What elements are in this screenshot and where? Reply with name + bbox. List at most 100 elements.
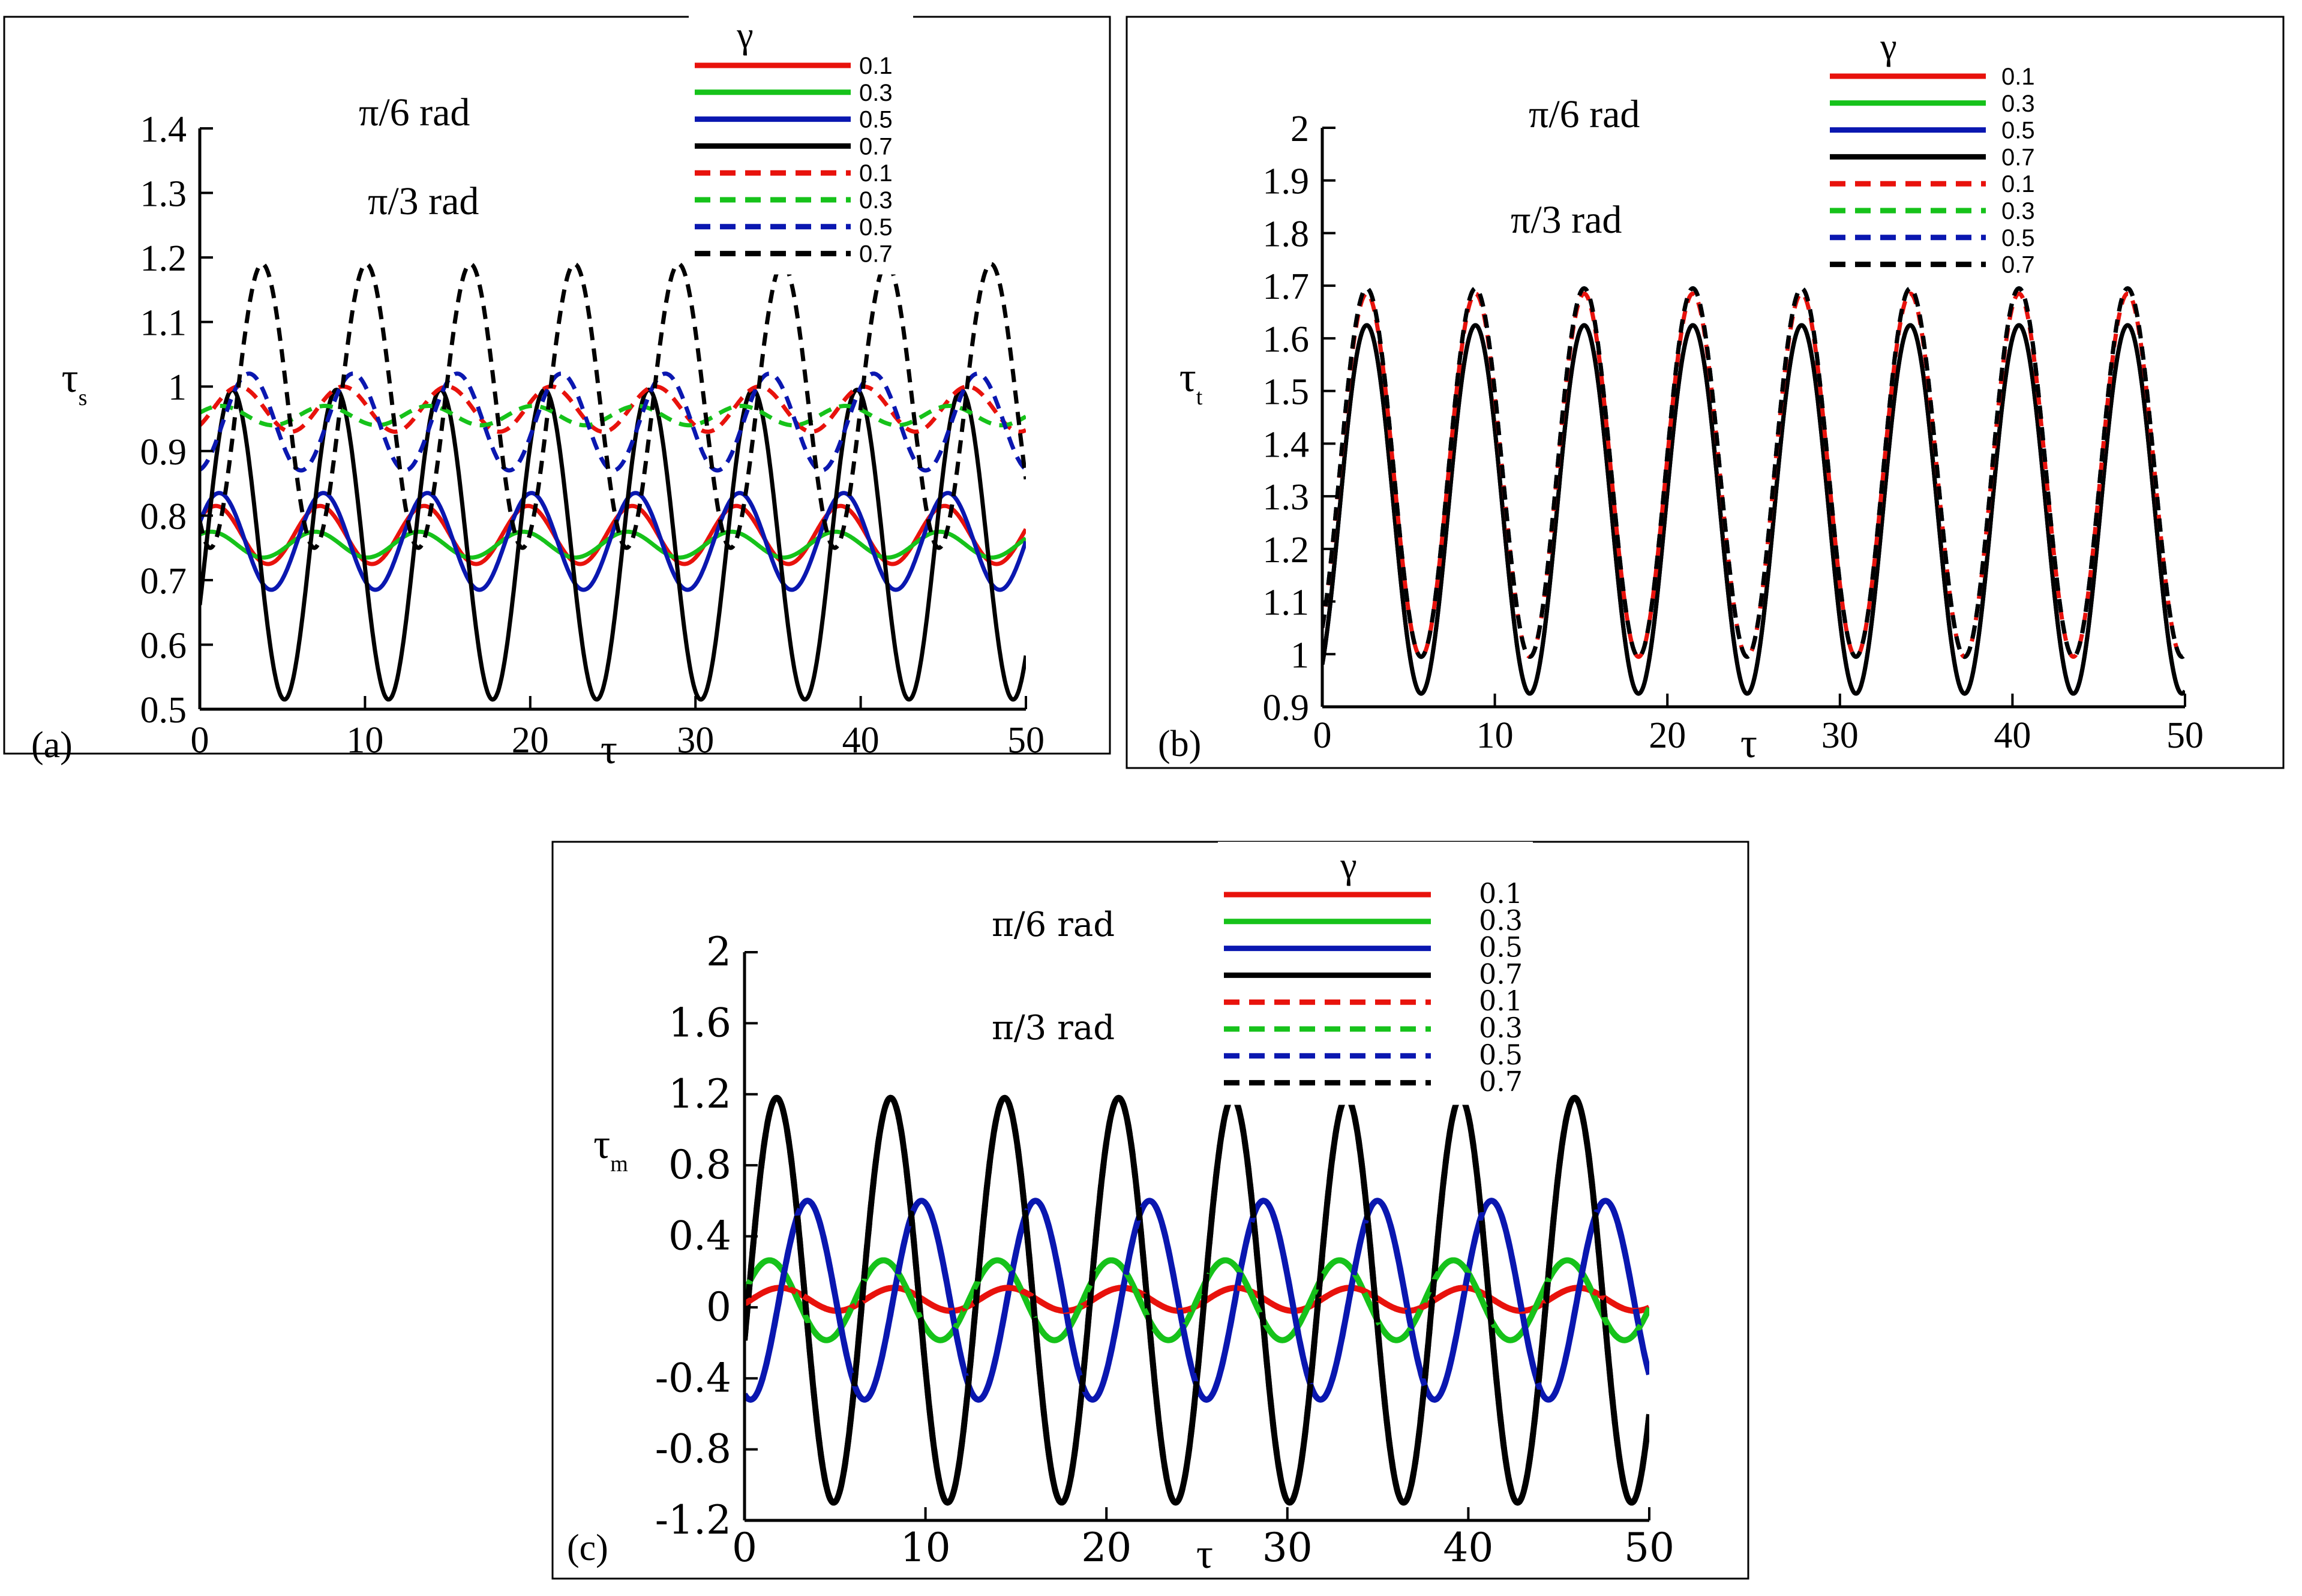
y-tick-label: 1.2 <box>1263 530 1310 571</box>
y-axis-label: τm <box>593 1121 628 1177</box>
panel-label: (c) <box>567 1528 608 1568</box>
legend-entry-label: 0.1 <box>1479 985 1523 1017</box>
y-tick-label: 2 <box>1290 109 1309 149</box>
x-tick-label: 50 <box>2166 715 2204 756</box>
y-tick-label: 1.2 <box>668 1071 731 1117</box>
y-tick-label: 1.2 <box>140 238 187 279</box>
y-tick-label: 0.8 <box>668 1142 731 1188</box>
panel-label: (a) <box>31 725 73 766</box>
legend-entry-label: 0.3 <box>2001 198 2035 224</box>
x-tick-label: 30 <box>677 720 714 761</box>
y-tick-label: 1.1 <box>1263 583 1310 623</box>
x-tick-label: 50 <box>1007 720 1045 761</box>
x-tick-label: 0 <box>191 720 209 761</box>
panel-a: 0.5 0.6 0.7 0.8 0.9 1 1.1 1.2 1.3 1.4 0 10 20 30 40 50 τ… <box>3 11 1111 773</box>
y-tick-label: 1.8 <box>1263 214 1310 254</box>
y-tick-label: 1.9 <box>1263 161 1310 202</box>
y-tick-label: 2 <box>706 929 731 975</box>
legend: γ0.10.30.50.70.10.30.50.7 <box>1824 23 2055 286</box>
y-axis-label-subscript: m <box>610 1151 628 1177</box>
series-line-dashed-gamma-0-3 <box>745 1257 1649 1343</box>
panel-frame <box>3 16 1111 755</box>
y-tick-label: 0.6 <box>140 625 187 666</box>
series-line-dashed-gamma-0-1 <box>200 384 1026 434</box>
series-line-solid-gamma-0-1 <box>200 503 1026 566</box>
y-tick-label: 1.4 <box>1263 424 1310 465</box>
legend-entry-label: 0.3 <box>859 187 893 214</box>
x-tick-label: 50 <box>1624 1525 1674 1571</box>
x-tick-label: 40 <box>1443 1525 1493 1571</box>
series-line-dashed-gamma-0-5 <box>745 1198 1649 1403</box>
y-tick-label: 0.9 <box>140 432 187 473</box>
panel-c: -1.2-0.8-0.400.40.81.21.620 10 20 30 40 50ττm… <box>551 841 1749 1580</box>
legend-entry-label: 0.5 <box>859 214 893 241</box>
series-group <box>200 262 1026 702</box>
x-tick-label: 30 <box>1262 1525 1313 1571</box>
x-tick-label: 10 <box>346 720 383 761</box>
y-tick-label: 1.4 <box>140 109 187 150</box>
legend: γ0.10.30.50.70.10.30.50.7 <box>689 11 913 275</box>
angle-annotation: π/3 rad <box>368 179 479 223</box>
x-tick-label: 20 <box>512 720 549 761</box>
legend-entry-label: 0.7 <box>1479 958 1523 990</box>
legend-entry-label: 0.3 <box>1479 904 1523 937</box>
y-tick-label: 0.7 <box>140 561 187 602</box>
legend-entry-label: 0.1 <box>2001 171 2035 197</box>
panel-b: 0.911.11.21.31.41.51.61.71.81.920 10 20 30 4… <box>1126 16 2285 769</box>
x-tick-label: 10 <box>901 1525 951 1571</box>
angle-annotation: π/3 rad <box>992 1009 1115 1048</box>
legend-entry-label: 0.7 <box>859 241 893 268</box>
x-tick-label: 0 <box>732 1525 757 1571</box>
panel-frame <box>1126 16 2285 769</box>
x-tick-label: 40 <box>842 720 880 761</box>
angle-annotation: π/6 rad <box>1529 92 1640 136</box>
angle-annotation: π/6 rad <box>992 905 1115 944</box>
legend-entry-label: 0.1 <box>859 53 893 79</box>
y-tick-label: 0.5 <box>140 690 187 731</box>
legend-entry-label: 0.1 <box>859 160 893 187</box>
legend-entry-label: 0.1 <box>2001 64 2035 90</box>
legend-title: γ <box>1340 845 1356 886</box>
legend-title: γ <box>1880 26 1896 67</box>
y-tick-label: 1.6 <box>668 1000 731 1046</box>
legend-title: γ <box>736 15 753 56</box>
y-tick-label: 0.9 <box>1263 688 1310 728</box>
x-tick-label: 20 <box>1649 715 1686 756</box>
y-tick-label: -0.4 <box>655 1355 731 1401</box>
y-tick-label: 1.3 <box>140 174 187 215</box>
y-tick-label: -0.8 <box>655 1426 731 1472</box>
y-axis-label-main: τ <box>62 355 79 401</box>
legend-entry-label: 0.3 <box>1479 1012 1523 1044</box>
panel-label: (b) <box>1158 724 1201 764</box>
y-axis-label: τs <box>62 355 88 410</box>
x-tick-label: 0 <box>1313 715 1332 756</box>
series-line-dashed-gamma-0-3 <box>200 404 1026 428</box>
x-tick-label: 20 <box>1081 1525 1132 1571</box>
panel-frame <box>551 841 1749 1580</box>
y-tick-label: 1 <box>168 367 187 408</box>
series-group <box>745 1094 1649 1506</box>
x-axis-label: τ <box>1740 721 1757 767</box>
legend-entry-label: 0.3 <box>859 80 893 106</box>
y-axis-label-main: τ <box>1179 355 1196 401</box>
series-line-dashed-gamma-0-7 <box>745 1094 1649 1506</box>
x-axis-label: τ <box>601 727 617 773</box>
y-tick-label: 1.5 <box>1263 372 1310 413</box>
y-axis-label-subscript: t <box>1196 385 1203 410</box>
y-axis-label-main: τ <box>593 1121 610 1168</box>
y-tick-label: 1.6 <box>1263 319 1310 360</box>
y-axis-label-subscript: s <box>79 385 88 410</box>
series-group <box>1322 286 2185 696</box>
y-tick-label: 1.7 <box>1263 266 1310 307</box>
y-tick-label: 1.3 <box>1263 477 1310 518</box>
legend-entry-label: 0.5 <box>1479 931 1523 964</box>
legend-entry-label: 0.1 <box>1479 877 1523 910</box>
x-tick-label: 30 <box>1821 715 1859 756</box>
y-tick-label: 1 <box>1290 635 1309 676</box>
legend-entry-label: 0.5 <box>2001 225 2035 251</box>
series-line-solid-gamma-0-7 <box>1322 323 2185 696</box>
y-tick-label: 0.8 <box>140 496 187 537</box>
series-line-dashed-gamma-0-7 <box>1322 286 2185 659</box>
angle-annotation: π/6 rad <box>359 91 470 134</box>
